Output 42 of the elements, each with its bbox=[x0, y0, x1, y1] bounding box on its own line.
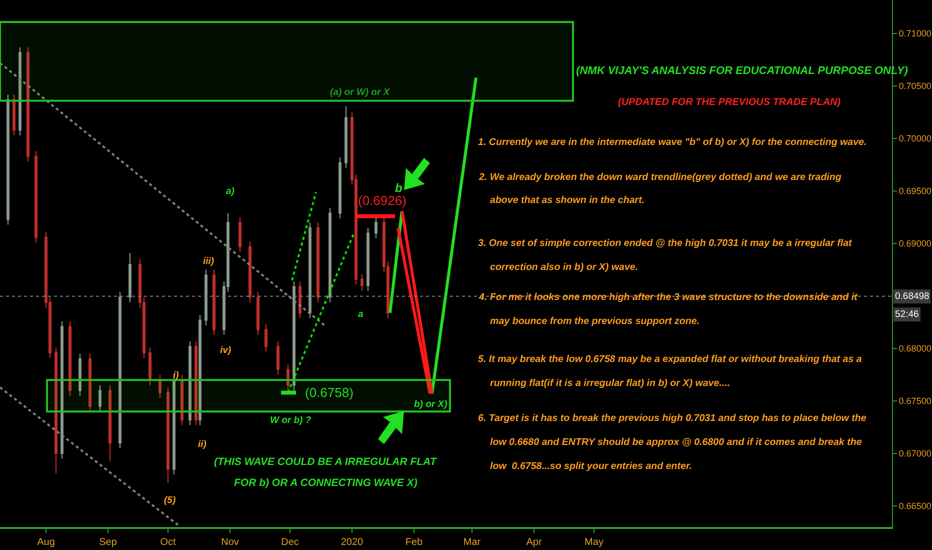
text: 52:46 bbox=[895, 309, 919, 320]
ref-line-label: 0.68498 bbox=[895, 291, 930, 302]
annotation: W or b) ? bbox=[270, 415, 312, 426]
x-tick-label: Sep bbox=[99, 537, 118, 548]
text: 4. For me it looks one more high after the 3 wave structure to the downside and it may bounce from the previous support zone. bbox=[479, 292, 858, 327]
annotation: 1. Currently we are in the intermediate wave "b" of b) or X) for the connecting wave. bbox=[478, 137, 867, 148]
annotation: (5) bbox=[164, 495, 176, 506]
x-tick-label: May bbox=[584, 537, 604, 548]
y-tick-label: 0.71000 bbox=[898, 28, 932, 39]
annotation: b) or X) bbox=[414, 399, 448, 410]
annotation: iii) bbox=[203, 256, 214, 267]
x-tick-label: Dec bbox=[281, 537, 299, 548]
y-tick-label: 0.70000 bbox=[898, 134, 932, 144]
text: 6. Target is it has to break the previous high 0.7031 and stop has to place below the low 0.6680 and ENTRY should be approx @ 0.6800 and if it comes and break the low 0.6758...so split your entries and enter. bbox=[478, 413, 866, 472]
y-tick-label: 0.69500 bbox=[898, 186, 932, 196]
annotation: (THIS WAVE COULD BE A IRREGULAR FLAT FOR b) OR A CONNECTING WAVE X) bbox=[214, 456, 438, 489]
y-tick-label: 0.69000 bbox=[898, 238, 932, 249]
annotation: a) bbox=[226, 186, 234, 197]
x-tick-label: Apr bbox=[526, 537, 542, 548]
text: 2. We already broken the down ward trendline(grey dotted) and we are trading above that as shown in the chart. bbox=[479, 172, 842, 206]
y-tick-label: 0.68000 bbox=[898, 344, 932, 354]
x-tick-label: Mar bbox=[463, 537, 482, 548]
text: 3. One set of simple correction ended @ the high 0.7031 it may be a irregular flat correction also in b) or X) wave. bbox=[478, 238, 852, 273]
annotation: a bbox=[358, 309, 364, 320]
annotation: iv) bbox=[220, 345, 232, 356]
y-tick-label: 0.67000 bbox=[898, 448, 932, 459]
x-tick-label: Oct bbox=[160, 537, 176, 548]
ref-line-label: (0.6926) bbox=[358, 193, 406, 208]
y-tick-label: 0.67500 bbox=[898, 396, 932, 406]
annotation: i) bbox=[173, 370, 179, 381]
x-tick-label: Feb bbox=[405, 537, 424, 548]
y-tick-label: 0.70500 bbox=[898, 81, 932, 92]
text: (UPDATED FOR THE PREVIOUS TRADE PLAN) bbox=[618, 97, 842, 108]
y-tick-label: 0.66500 bbox=[898, 501, 932, 512]
annotation: (a) or W) or X bbox=[330, 87, 390, 98]
text: 5. It may break the low 0.6758 may be a expanded flat or without breaking that as a running flat(if it is a irregular flat) in b) or X) wave.... bbox=[478, 354, 862, 389]
ref-line-label: (0.6758) bbox=[305, 385, 354, 400]
annotation: ii) bbox=[198, 439, 206, 450]
annotation: b bbox=[395, 181, 402, 195]
x-tick-label: Aug bbox=[37, 537, 55, 548]
x-tick-label: 2020 bbox=[340, 537, 364, 548]
x-tick-label: Nov bbox=[221, 537, 239, 548]
